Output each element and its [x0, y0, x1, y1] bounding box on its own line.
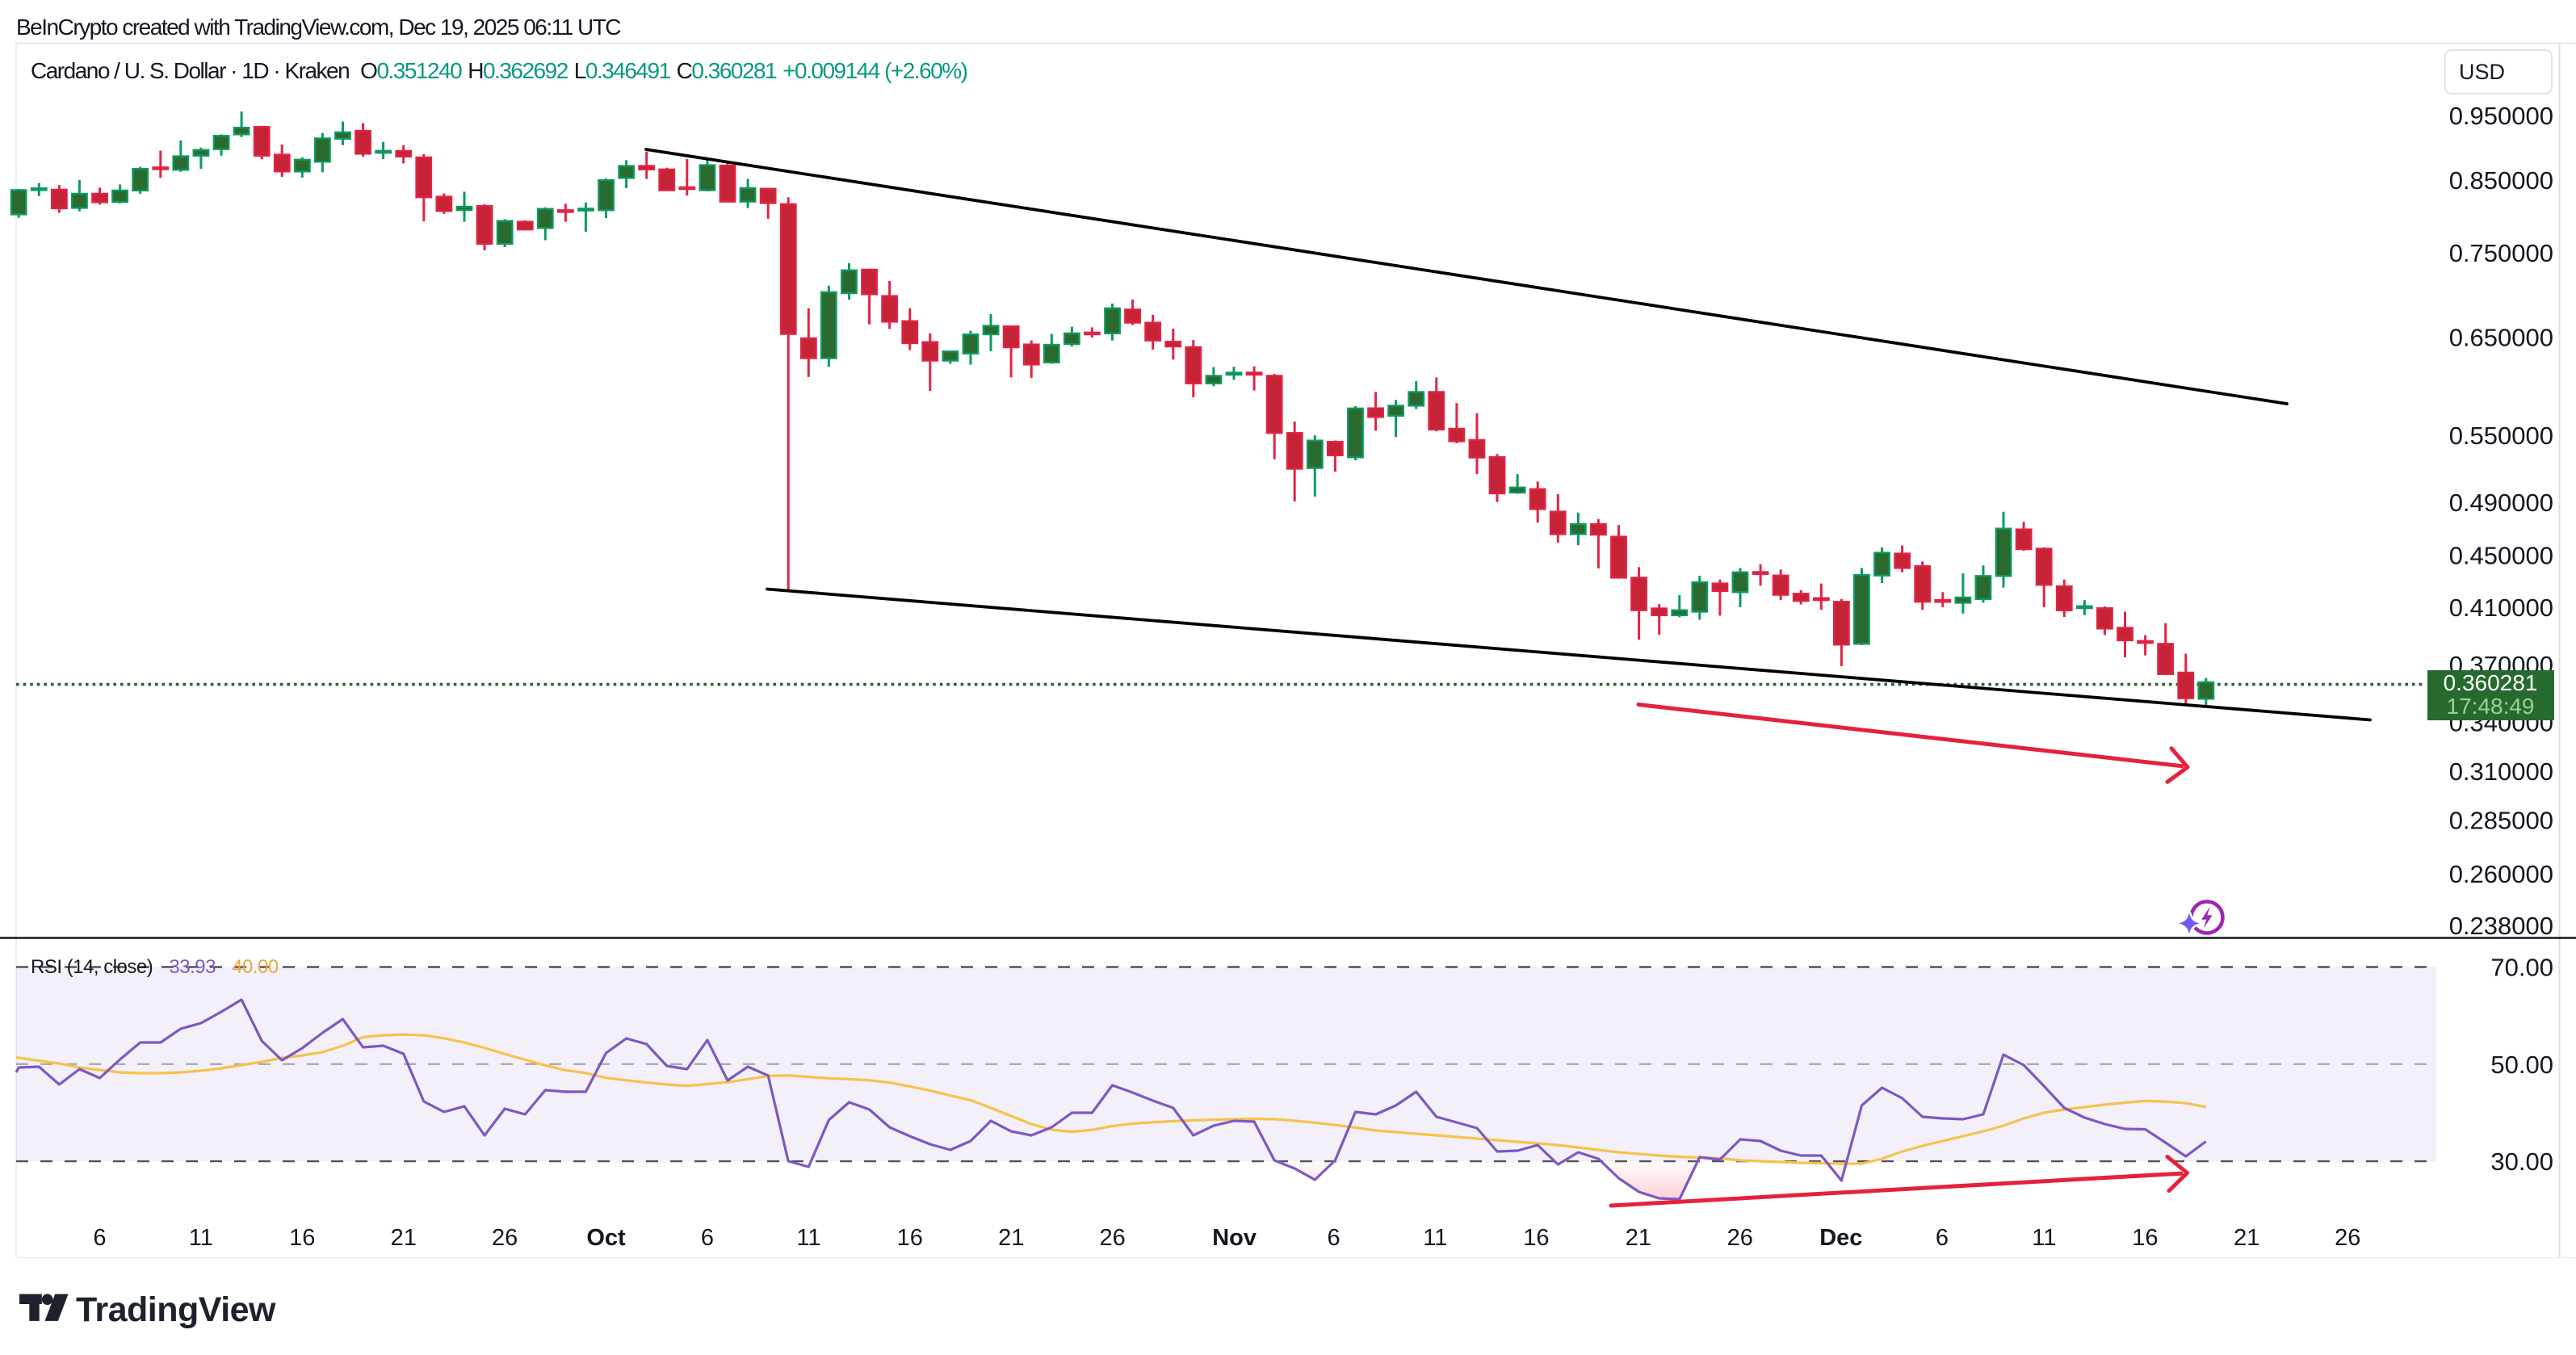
svg-text:0.260000: 0.260000 [2449, 860, 2553, 888]
svg-text:0.285000: 0.285000 [2449, 807, 2553, 835]
svg-text:6: 6 [1936, 1225, 1949, 1251]
svg-text:0.450000: 0.450000 [2449, 542, 2553, 570]
svg-text:21: 21 [2234, 1225, 2259, 1251]
svg-text:16: 16 [1523, 1225, 1549, 1251]
svg-text:Cardano / U. S. Dollar · 1D ·: Cardano / U. S. Dollar · 1D · Kraken O0.3… [31, 58, 967, 83]
svg-text:26: 26 [1099, 1225, 1125, 1251]
svg-text:30.00: 30.00 [2490, 1147, 2553, 1176]
svg-text:0.238000: 0.238000 [2449, 912, 2553, 940]
svg-text:21: 21 [391, 1225, 417, 1251]
svg-text:11: 11 [1423, 1225, 1447, 1251]
svg-text:Nov: Nov [1212, 1225, 1257, 1251]
svg-text:0.410000: 0.410000 [2449, 594, 2553, 622]
svg-text:Dec: Dec [1819, 1225, 1862, 1251]
svg-text:11: 11 [796, 1225, 820, 1251]
svg-text:16: 16 [897, 1225, 923, 1251]
svg-text:6: 6 [1328, 1225, 1340, 1251]
svg-text:26: 26 [1727, 1225, 1753, 1251]
svg-text:70.00: 70.00 [2490, 954, 2553, 982]
svg-text:0.490000: 0.490000 [2449, 489, 2553, 517]
svg-text:Oct: Oct [586, 1225, 626, 1251]
svg-text:50.00: 50.00 [2490, 1051, 2553, 1079]
svg-text:16: 16 [289, 1225, 315, 1251]
svg-text:11: 11 [189, 1225, 213, 1251]
svg-text:21: 21 [998, 1225, 1024, 1251]
svg-text:0.750000: 0.750000 [2449, 239, 2553, 267]
svg-text:0.850000: 0.850000 [2449, 166, 2553, 195]
svg-text:0.310000: 0.310000 [2449, 757, 2553, 786]
svg-text:21: 21 [1626, 1225, 1651, 1251]
svg-text:6: 6 [701, 1225, 714, 1251]
svg-text:0.950000: 0.950000 [2449, 102, 2553, 130]
svg-text:0.360281: 0.360281 [2444, 670, 2538, 695]
svg-text:0.650000: 0.650000 [2449, 324, 2553, 352]
svg-text:USD: USD [2459, 60, 2505, 84]
svg-text:16: 16 [2132, 1225, 2158, 1251]
svg-text:26: 26 [2335, 1225, 2360, 1251]
svg-text:17:48:49: 17:48:49 [2447, 694, 2535, 719]
svg-text:0.550000: 0.550000 [2449, 422, 2553, 450]
svg-text:RSI (14, close) 33.93 40.00: RSI (14, close) 33.93 40.00 [31, 956, 279, 978]
svg-text:11: 11 [2032, 1225, 2056, 1251]
svg-text:26: 26 [492, 1225, 518, 1251]
svg-text:BeInCrypto created with Tradin: BeInCrypto created with TradingView.com,… [16, 15, 621, 40]
svg-text:6: 6 [93, 1225, 106, 1251]
svg-text:TradingView: TradingView [76, 1290, 276, 1329]
